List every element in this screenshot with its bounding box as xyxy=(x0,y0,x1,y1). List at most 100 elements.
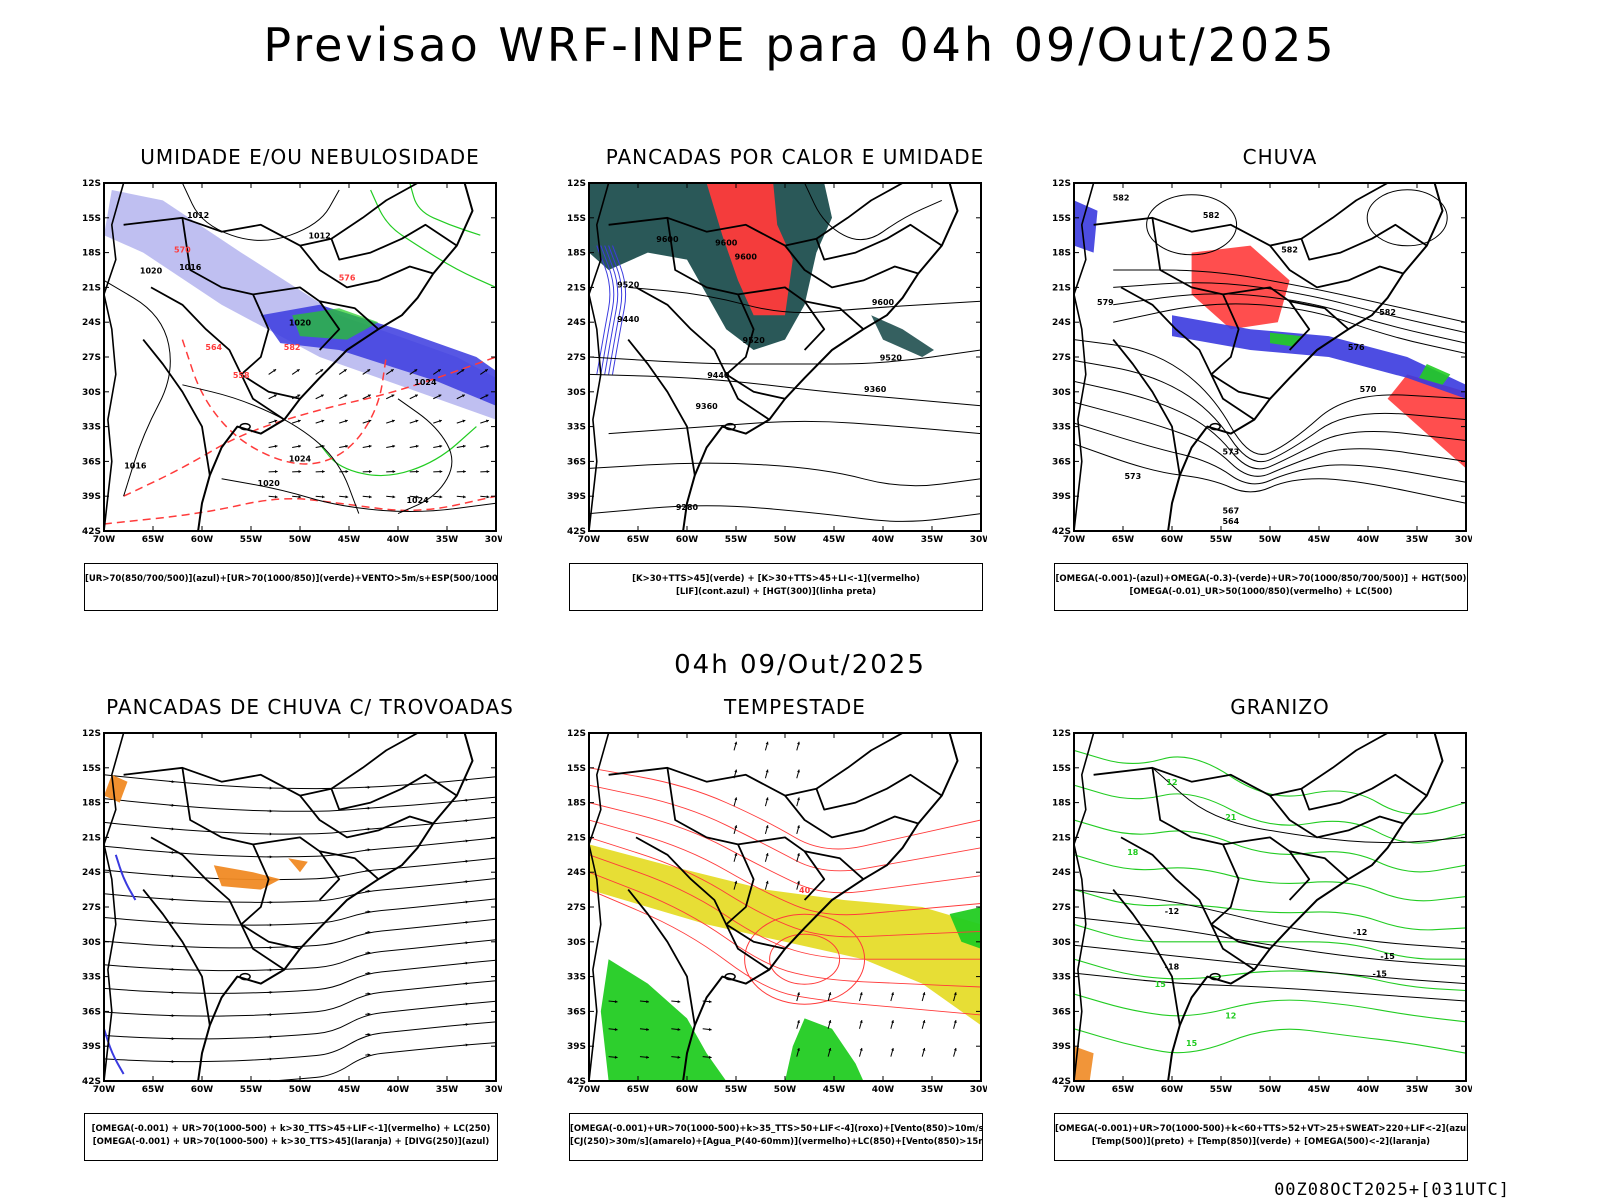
wind-vector xyxy=(362,419,372,424)
lat-tick-label: 18S xyxy=(1052,799,1071,809)
coastline-west xyxy=(589,183,610,531)
instability-zone xyxy=(589,183,832,350)
temp-850-contour xyxy=(1074,854,1466,902)
flow-arrow xyxy=(463,1002,469,1006)
lat-tick-label: 39S xyxy=(1052,1042,1071,1052)
streamline xyxy=(104,796,496,812)
flow-arrow xyxy=(463,900,469,904)
wind-vector xyxy=(733,797,738,807)
lon-tick-label: 60W xyxy=(676,535,699,545)
streamline-850 xyxy=(589,854,981,960)
lon-tick-label: 65W xyxy=(627,1085,650,1095)
wind-vector xyxy=(268,394,277,400)
thunderstorm-area xyxy=(288,858,308,873)
flow-arrow xyxy=(463,1022,469,1027)
flow-arrow xyxy=(365,1012,371,1016)
isobar xyxy=(182,384,360,514)
flow-arrow xyxy=(365,806,371,810)
contour-label: 582 xyxy=(1113,193,1130,202)
temp-850-contour xyxy=(1074,749,1466,815)
lat-tick-label: 15S xyxy=(567,214,586,224)
contour-label: 9360 xyxy=(864,385,887,394)
state-border xyxy=(815,223,943,261)
flow-arrow xyxy=(365,992,371,996)
state-border xyxy=(1210,924,1255,971)
contour-label: 15 xyxy=(1155,980,1167,989)
wind-vector xyxy=(671,1000,681,1004)
wind-vector xyxy=(433,495,443,499)
lat-tick-label: 27S xyxy=(82,353,101,363)
flow-arrow xyxy=(169,967,175,971)
wind-vector xyxy=(796,852,800,862)
wind-vector xyxy=(409,419,419,424)
wind-vector xyxy=(268,470,278,474)
flow-arrow xyxy=(463,920,469,924)
map-layer: 40 xyxy=(589,733,981,1081)
wind-vector xyxy=(409,444,419,448)
coastline-west xyxy=(104,733,125,1081)
lat-tick-label: 36S xyxy=(567,1007,586,1017)
lat-tick-label: 18S xyxy=(567,799,586,809)
state-border xyxy=(1300,773,1428,811)
streamline-850 xyxy=(589,767,981,850)
run-timestamp: 00Z08OCT2025+[031UTC] xyxy=(1274,1180,1510,1200)
coastline-west xyxy=(589,733,610,1081)
lat-tick-label: 12S xyxy=(82,179,101,189)
lon-tick-label: 60W xyxy=(191,1085,214,1095)
flow-arrow xyxy=(463,880,469,884)
thunderstorm-area xyxy=(213,865,281,890)
state-border xyxy=(784,795,919,839)
wind-vector xyxy=(268,495,278,499)
state-border xyxy=(142,889,211,1026)
wind-vector xyxy=(386,444,396,448)
state-border xyxy=(635,836,786,950)
wind-vector xyxy=(702,1027,712,1031)
state-border xyxy=(1151,767,1240,926)
height-contour xyxy=(608,420,981,435)
legend-line: [UR>70(850/700/500)](azul)+[UR>70(1000/8… xyxy=(85,574,497,584)
flow-arrow xyxy=(365,1032,371,1037)
lon-tick-label: 50W xyxy=(289,1085,312,1095)
wind-vector xyxy=(315,419,325,424)
contour-label: 9520 xyxy=(743,336,766,345)
wind-vector xyxy=(432,368,441,375)
forecast-map: 9600 9600 9600 9520 9440 9520 9600 9520 9440 9360… xyxy=(567,175,987,547)
lat-tick-label: 36S xyxy=(1052,457,1071,467)
wind-vector xyxy=(433,470,443,474)
state-border xyxy=(123,733,419,797)
wind-vector xyxy=(796,1019,800,1029)
panel-title: GRANIZO xyxy=(1230,695,1330,719)
lon-tick-label: 65W xyxy=(142,1085,165,1095)
map-layer: -12 -12 -15 -15 -18 12 15 18 21 12 15 xyxy=(1074,733,1466,1081)
contour-label: 579 xyxy=(1097,298,1114,307)
temp-850-contour xyxy=(1074,993,1466,1023)
lon-tick-label: 50W xyxy=(774,1085,797,1095)
strong-omega-area xyxy=(1419,364,1451,385)
panel-legend: [UR>70(850/700/500)](azul)+[UR>70(1000/8… xyxy=(84,563,498,611)
panel-title: TEMPESTADE xyxy=(724,695,866,719)
flow-arrow xyxy=(365,827,371,831)
wind-vector xyxy=(764,880,769,890)
coastline-west xyxy=(104,183,125,531)
flow-arrow xyxy=(169,990,175,995)
flow-arrow xyxy=(463,941,469,945)
isobar xyxy=(104,279,171,497)
map-canvas: 9600 9600 9600 9520 9440 9520 9600 9520 9440 9360… xyxy=(567,179,987,545)
legend-line: [CJ(250)>30m/s](amarelo)+[Agua_P(40-60mm… xyxy=(570,1137,982,1147)
contour-label: -15 xyxy=(1373,970,1388,979)
lon-tick-label: 30W xyxy=(970,1085,987,1095)
state-border xyxy=(627,339,696,476)
lat-tick-label: 33S xyxy=(82,973,101,983)
state-border xyxy=(1210,374,1255,421)
state-border xyxy=(252,286,341,351)
lif-contour xyxy=(612,245,627,375)
wind-vector xyxy=(671,1027,681,1031)
state-border xyxy=(330,223,458,261)
lon-tick-label: 70W xyxy=(93,1085,116,1095)
contour-label: 9600 xyxy=(872,298,895,307)
lake-marker xyxy=(1209,422,1221,431)
wind-vector xyxy=(386,495,396,499)
lat-tick-label: 30S xyxy=(82,938,101,948)
lon-tick-label: 30W xyxy=(485,535,502,545)
panel-trovoadas: PANCADAS DE CHUVA C/ TROVOADAS 12S 15S 18S… xyxy=(80,695,520,1165)
